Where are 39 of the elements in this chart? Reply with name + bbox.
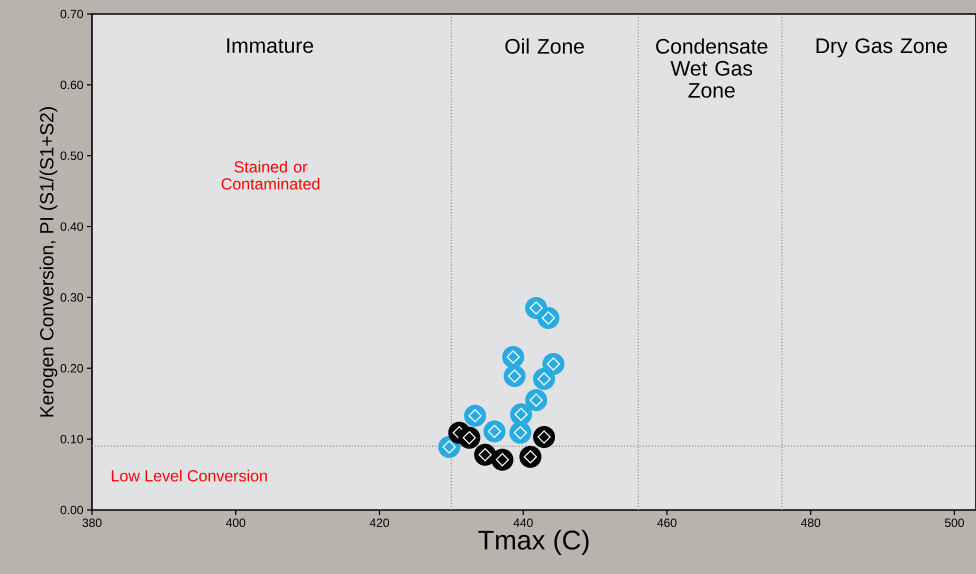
y-tick-label: 0.70: [60, 10, 84, 18]
point: [474, 444, 496, 466]
point: [504, 365, 526, 388]
point: [509, 422, 532, 444]
point: [502, 346, 524, 368]
annotation: Oil Zone: [505, 38, 584, 54]
x-tick-label: 480: [800, 518, 820, 528]
x-axis-title: Tmax (C): [478, 530, 589, 556]
annotation: Immature: [227, 38, 314, 53]
annotation: Dry Gas Zone: [816, 38, 947, 58]
point: [458, 426, 480, 449]
point: [542, 353, 564, 376]
point: [464, 404, 486, 427]
annotation: Stained or Contaminated: [222, 160, 320, 190]
point: [537, 306, 560, 329]
x-tick-label: 500: [944, 518, 964, 528]
point: [483, 420, 506, 442]
point: [510, 403, 532, 426]
x-tick-label: 400: [226, 518, 246, 528]
point: [519, 446, 542, 468]
y-tick-label: 0.20: [60, 364, 84, 373]
y-tick-label: 0.00: [60, 506, 84, 514]
y-tick-label: 0.40: [60, 222, 84, 231]
point: [438, 436, 460, 458]
x-tick-label: 420: [370, 518, 390, 528]
point: [491, 448, 514, 471]
y-tick-label: 0.50: [60, 151, 84, 160]
point: [533, 426, 556, 448]
point: [533, 368, 556, 390]
point: [525, 389, 548, 412]
x-tick-label: 380: [82, 518, 102, 528]
y-tick-label: 0.30: [60, 293, 84, 302]
annotation: Condensate Wet Gas Zone: [656, 38, 768, 98]
x-tick-label: 460: [657, 518, 676, 528]
y-tick-label: 0.60: [60, 80, 84, 90]
y-axis-title: Kerogen Conversion, PI (S1/(S1+S2): [40, 107, 58, 416]
ref-line-label: Low Level Conversion: [112, 470, 267, 482]
x-tick-label: 440: [513, 518, 533, 528]
y-tick-label: 0.10: [60, 434, 84, 444]
